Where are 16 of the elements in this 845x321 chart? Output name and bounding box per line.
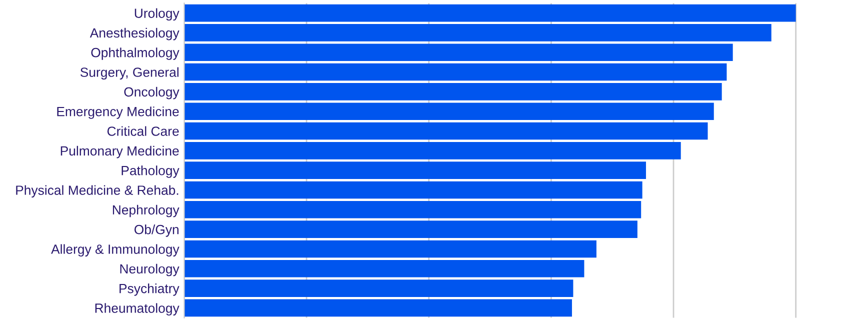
y-tick-label: Anesthesiology xyxy=(90,28,180,40)
y-tick-label: Ophthalmology xyxy=(91,48,180,60)
y-tick-label: Urology xyxy=(134,8,180,21)
y-tick-label: Emergency Medicine xyxy=(57,106,179,119)
y-tick-label: Psychiatry xyxy=(120,284,180,296)
y-tick-label: Critical Care xyxy=(107,126,179,136)
y-tick-label: Physical Medicine & Rehab. xyxy=(16,185,178,198)
y-tick-label: Oncology xyxy=(124,86,180,100)
y-tick-label: Pulmonary Medicine xyxy=(60,146,179,158)
y-tick-label: Allergy & Immunology xyxy=(51,244,180,256)
y-tick-label: Surgery, General xyxy=(80,67,178,80)
y-tick-label: Neurology xyxy=(120,264,180,276)
y-tick-label: Nephrology xyxy=(112,204,180,218)
y-tick-label: Pathology xyxy=(122,166,180,178)
y-tick-label: Ob/Gyn xyxy=(134,224,178,237)
y-tick-label: Rheumatology xyxy=(95,303,180,316)
